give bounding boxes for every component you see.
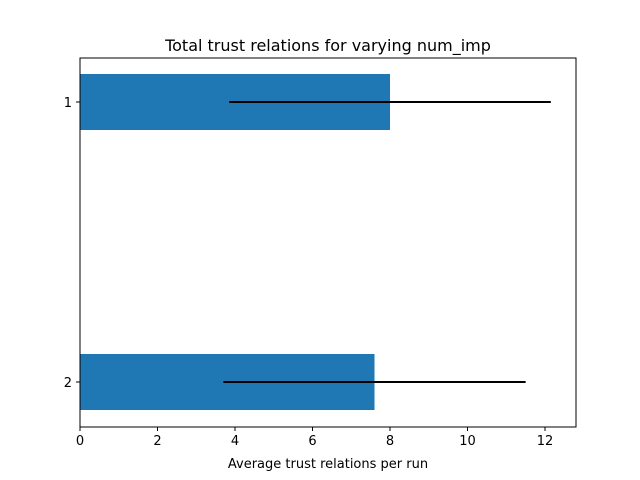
x-tick-label-12: 12: [537, 434, 554, 449]
x-tick-label-8: 8: [386, 434, 394, 449]
x-axis-label: Average trust relations per run: [228, 457, 428, 472]
chart-title: Total trust relations for varying num_im…: [164, 36, 491, 56]
bars-layer: [80, 74, 390, 410]
x-tick-label-0: 0: [76, 434, 84, 449]
x-tick-label-4: 4: [231, 434, 239, 449]
x-tick-label-10: 10: [459, 434, 476, 449]
y-axis-ticks: 12: [64, 96, 80, 391]
y-tick-label-1: 1: [64, 96, 72, 111]
error-bars-layer: [223, 101, 551, 383]
plot-frame: [79, 57, 577, 428]
x-tick-label-6: 6: [308, 434, 316, 449]
x-tick-label-2: 2: [153, 434, 161, 449]
x-axis-ticks: 0 2 4 6 8 10 12: [76, 427, 553, 449]
y-tick-label-2: 2: [64, 376, 72, 391]
